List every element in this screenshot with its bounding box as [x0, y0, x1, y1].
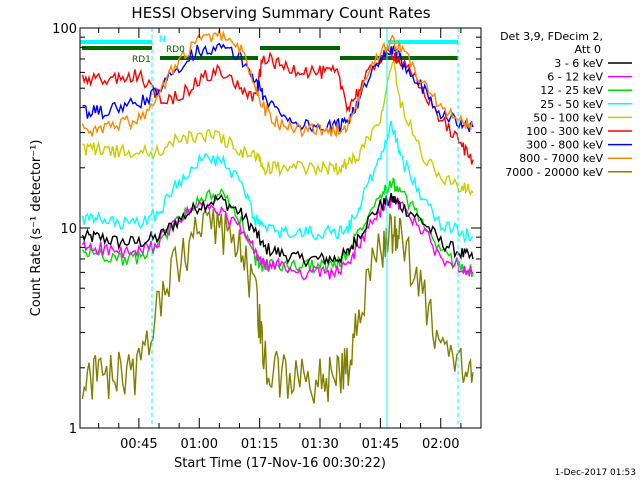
chart-title: HESSI Observing Summary Count Rates: [131, 4, 430, 22]
legend-label: 25 - 50 keV: [540, 98, 603, 111]
legend-label: 800 - 7000 keV: [519, 152, 603, 165]
legend-label: 300 - 800 keV: [526, 139, 603, 152]
x-axis: 00:45 01:00 01:15 01:30 01:45 02:00: [98, 28, 462, 452]
x-tick-label: 01:15: [241, 437, 278, 452]
legend-header: Att 0: [575, 43, 601, 56]
series-line-300-800keV: [82, 42, 474, 133]
series-lines: [81, 27, 474, 404]
x-tick-label: 00:45: [120, 437, 157, 452]
legend-label: 12 - 25 keV: [540, 84, 603, 97]
y-tick-label: 1: [69, 422, 77, 437]
x-tick-label: 02:00: [422, 437, 459, 452]
x-tick-label: 01:45: [362, 437, 399, 452]
legend-label: 7000 - 20000 keV: [505, 166, 603, 179]
annotations: RD0 RD1 N: [132, 35, 185, 65]
series-line-800-7000keV: [81, 27, 474, 139]
annotation-label: N: [159, 35, 166, 45]
annotation-label: RD1: [132, 55, 151, 65]
series-line-25-50keV: [81, 120, 474, 243]
y-axis: 1 10 100: [52, 22, 481, 437]
y-tick-label: 10: [60, 222, 77, 237]
series-line-100-300keV: [81, 46, 474, 165]
legend-label: 50 - 100 keV: [533, 111, 603, 124]
y-axis-label: Count Rate (s⁻¹ detector⁻¹): [29, 140, 44, 317]
y-tick-label: 100: [52, 22, 77, 37]
series-line-7000-20000keV: [81, 209, 474, 404]
legend-header: Det 3,9, FDecim 2,: [500, 30, 603, 43]
legend-label: 100 - 300 keV: [526, 125, 603, 138]
annotation-label: RD0: [166, 45, 185, 55]
legend-label: 6 - 12 keV: [547, 71, 603, 84]
x-tick-label: 01:30: [301, 437, 338, 452]
x-tick-label: 01:00: [181, 437, 218, 452]
legend-label: 3 - 6 keV: [554, 57, 603, 70]
series-line-50-100keV: [82, 58, 474, 197]
series-line-3-6keV: [81, 192, 474, 268]
event-lines: [151, 28, 459, 428]
footer-timestamp: 1-Dec-2017 01:53: [555, 468, 636, 478]
x-axis-label: Start Time (17-Nov-16 00:30:22): [174, 456, 386, 471]
